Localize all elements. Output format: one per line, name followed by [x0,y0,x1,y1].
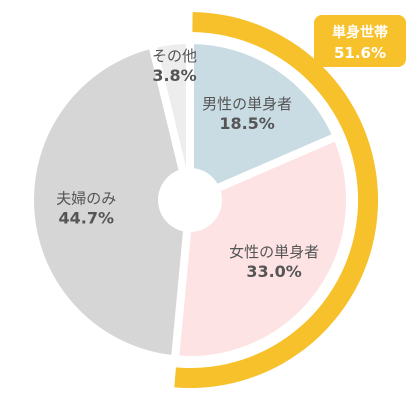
pie-center-hole [158,168,222,232]
callout-name: 単身世帯 [332,25,388,41]
slice-name-label: その他 [152,47,197,65]
slice-name-label: 女性の単身者 [229,243,319,261]
slice-name-label: 夫婦のみ [56,190,116,208]
slice-value-label: 3.8% [152,66,196,85]
pie-slice [186,36,341,204]
callout-leader-dot [300,59,309,68]
slice-value-label: 44.7% [59,209,115,228]
pie-slice [148,36,194,204]
single-household-callout: 単身世帯 51.6% [314,15,406,67]
pie-slice [26,40,194,364]
callout-value: 51.6% [333,44,387,62]
slice-value-label: 33.0% [246,262,302,281]
slice-name-label: 男性の単身者 [202,95,292,113]
slice-value-label: 18.5% [219,114,275,133]
